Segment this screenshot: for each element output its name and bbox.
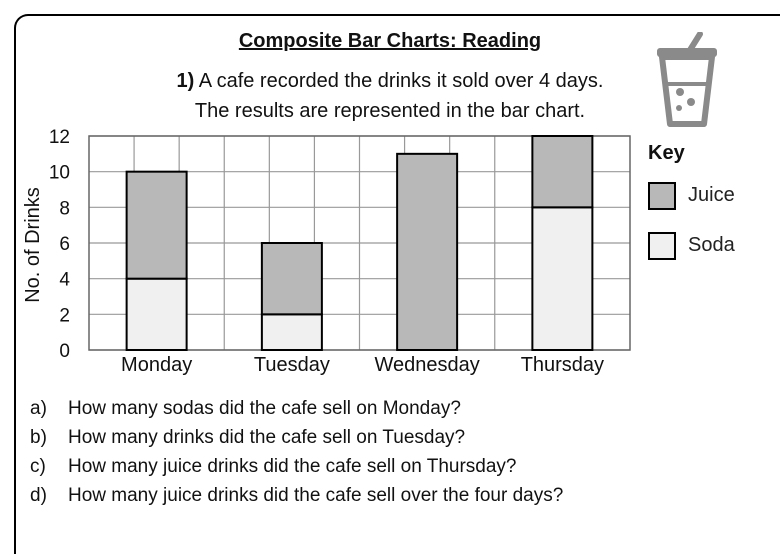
x-tick-labels: Monday Tuesday Wednesday Thursday	[121, 354, 604, 376]
drink-cup-icon	[657, 32, 717, 127]
question-b: b) How many drinks did the cafe sell on T…	[30, 427, 466, 448]
y-axis-label: No. of Drinks	[22, 187, 44, 303]
key-label-soda: Soda	[688, 234, 735, 256]
key-label-juice: Juice	[688, 184, 735, 206]
bar-juice-monday	[125, 170, 188, 280]
intro-line-1: A cafe recorded the drinks it sold over …	[198, 70, 604, 92]
y-tick-label: 4	[59, 270, 70, 291]
x-tick-label-tuesday: Tuesday	[254, 354, 330, 376]
chart-bars	[125, 135, 594, 352]
bar-soda-monday	[125, 277, 188, 351]
key-title: Key	[648, 142, 685, 164]
x-tick-label-monday: Monday	[121, 354, 192, 376]
bar-soda-thursday	[531, 206, 594, 351]
bar-juice-thursday	[531, 135, 594, 209]
y-tick-label: 0	[59, 341, 70, 362]
question-d: d) How many juice drinks did the cafe sel…	[30, 485, 564, 506]
question-c: c) How many juice drinks did the cafe sel…	[30, 456, 517, 477]
bar-juice-tuesday	[260, 242, 323, 316]
y-tick-label: 6	[59, 234, 70, 255]
question-a: a) How many sodas did the cafe sell on Mo…	[30, 398, 461, 419]
plot-border	[88, 135, 631, 351]
y-tick-label: 2	[59, 305, 70, 326]
y-tick-label: 8	[59, 198, 70, 219]
worksheet-border	[14, 14, 780, 554]
question-list: a) How many sodas did the cafe sell on Mo…	[30, 394, 563, 510]
question-number: 1)	[176, 70, 195, 92]
worksheet-title: Composite Bar Charts: Reading	[238, 30, 542, 52]
intro-line-2: The results are represented in the bar c…	[194, 100, 586, 122]
x-tick-label-thursday: Thursday	[521, 354, 604, 376]
x-tick-label-wednesday: Wednesday	[374, 354, 479, 376]
bar-juice-wednesday	[396, 152, 459, 351]
y-tick-labels: 0 2 4 6 8 10 12	[49, 127, 71, 362]
y-tick-label: 10	[49, 163, 70, 184]
question-intro: 1) A cafe recorded the drinks it sold ov…	[0, 66, 780, 126]
key-swatch-juice	[648, 182, 676, 210]
composite-bar-chart: 0 2 4 6 8 10 12 Monday Tuesday Wednesday Thursday…	[22, 127, 631, 376]
bar-soda-tuesday	[260, 313, 323, 352]
y-tick-label: 12	[49, 127, 70, 148]
key-swatch-soda	[648, 232, 676, 260]
